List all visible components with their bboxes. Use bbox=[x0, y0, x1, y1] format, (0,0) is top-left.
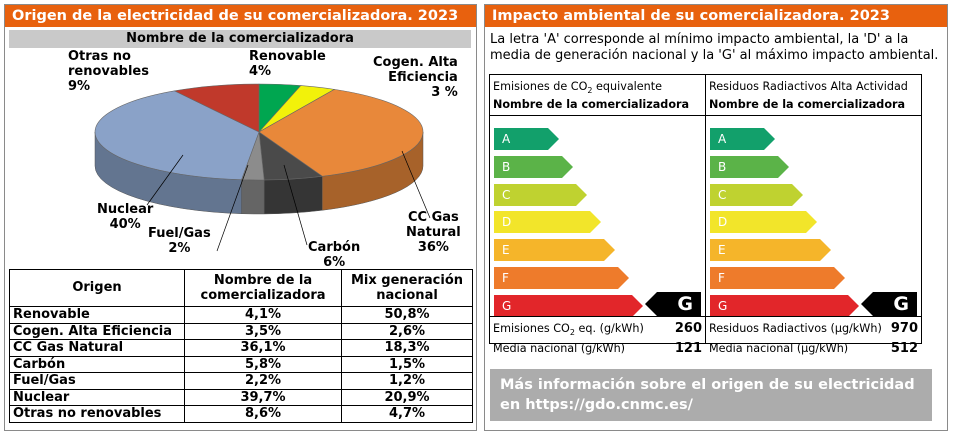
pie-label-carbon: Carbón 6% bbox=[308, 240, 361, 270]
table-row: Renovable 4,1% 50,8% bbox=[9, 306, 473, 324]
pie-label-cogen: Cogen. Alta Eficiencia 3 % bbox=[373, 55, 458, 100]
origin-cell: Cogen. Alta Eficiencia bbox=[9, 322, 185, 340]
table-row: Otras no renovables 8,6% 4,7% bbox=[9, 405, 473, 423]
national-mix-cell: 18,3% bbox=[341, 339, 473, 357]
rad-bar-c: C bbox=[710, 183, 803, 206]
national-mix-cell: 50,8% bbox=[341, 306, 473, 324]
co2-bar-b: B bbox=[494, 155, 573, 178]
rad-title: Residuos Radiactivos Alta Actividad bbox=[709, 80, 908, 93]
co2-bar-f: F bbox=[494, 267, 629, 289]
col-origen: Origen bbox=[9, 269, 185, 307]
table-header-row: Origen Nombre de la comercializadora Mix… bbox=[9, 269, 473, 307]
origin-title: Origen de la electricidad de su comercia… bbox=[5, 5, 476, 27]
retailer-share-cell: 4,1% bbox=[184, 306, 342, 324]
pie-side-4 bbox=[241, 179, 265, 215]
pie-label-otras: Otras no renovables 9% bbox=[68, 49, 149, 94]
rad-rating-marker: G bbox=[861, 292, 917, 316]
rad-values: Residuos Radiactivos (µg/kWh) 970 Media n… bbox=[706, 316, 921, 356]
pie-label-renovable: Renovable 4% bbox=[249, 49, 326, 79]
co2-national-row: Media nacional (g/kWh) 121 bbox=[493, 341, 702, 356]
origin-cell: Renovable bbox=[9, 306, 185, 324]
co2-rating-marker: G bbox=[645, 292, 701, 316]
pie-leader-3 bbox=[283, 164, 308, 246]
pie-slice-2 bbox=[258, 89, 424, 177]
pie-slice-6 bbox=[173, 83, 260, 133]
rad-national-value: 512 bbox=[890, 341, 918, 356]
pie-label-ccgas: CC Gas Natural 36% bbox=[406, 210, 461, 255]
national-mix-cell: 1,5% bbox=[341, 355, 473, 373]
table-row: Cogen. Alta Eficiencia 3,5% 2,6% bbox=[9, 322, 473, 340]
col-mix-nacional: Mix generación nacional bbox=[341, 269, 473, 307]
rad-bar-b: B bbox=[710, 155, 789, 178]
rad-residue-row: Residuos Radiactivos (µg/kWh) 970 bbox=[709, 321, 918, 336]
retailer-share-cell: 5,8% bbox=[184, 355, 342, 373]
pie-chart bbox=[94, 83, 431, 252]
rad-residue-value: 970 bbox=[890, 321, 918, 336]
retailer-share-cell: 8,6% bbox=[184, 405, 342, 423]
national-mix-cell: 20,9% bbox=[341, 388, 473, 406]
co2-bar-g: G bbox=[494, 294, 643, 317]
impact-title: Impacto ambiental de su comercializadora… bbox=[485, 5, 947, 27]
table-row: Fuel/Gas 2,2% 1,2% bbox=[9, 372, 473, 390]
co2-subtitle: Nombre de la comercializadora bbox=[493, 98, 690, 111]
origin-cell: Carbón bbox=[9, 355, 185, 373]
impact-panel: Impacto ambiental de su comercializadora… bbox=[484, 4, 948, 431]
retailer-share-cell: 2,2% bbox=[184, 372, 342, 390]
co2-national-value: 121 bbox=[674, 341, 702, 356]
pie-label-nuclear: Nuclear 40% bbox=[97, 202, 154, 232]
pie-leader-5 bbox=[146, 154, 184, 206]
impact-intro: La letra 'A' corresponde al mínimo impac… bbox=[490, 32, 939, 63]
retailer-share-cell: 3,5% bbox=[184, 322, 342, 340]
retailer-share-cell: 36,1% bbox=[184, 339, 342, 357]
more-info-link[interactable]: Más información sobre el origen de su el… bbox=[490, 369, 932, 421]
rad-bar-e: E bbox=[710, 239, 831, 262]
col-comercializadora: Nombre de la comercializadora bbox=[184, 269, 342, 307]
table-row: Nuclear 39,7% 20,9% bbox=[9, 388, 473, 406]
table-row: CC Gas Natural 36,1% 18,3% bbox=[9, 339, 473, 357]
co2-rating-box: Emisiones de CO2 equivalente Nombre de l… bbox=[489, 74, 706, 356]
origin-cell: Otras no renovables bbox=[9, 405, 185, 423]
retailer-share-cell: 39,7% bbox=[184, 388, 342, 406]
pie-leader-4 bbox=[216, 164, 249, 252]
national-mix-cell: 1,2% bbox=[341, 372, 473, 390]
national-mix-cell: 2,6% bbox=[341, 322, 473, 340]
origin-cell: Nuclear bbox=[9, 388, 185, 406]
rad-bar-f: F bbox=[710, 267, 845, 289]
co2-bar-d: D bbox=[494, 211, 601, 234]
co2-bar-c: C bbox=[494, 183, 587, 206]
pie-label-fuelgas: Fuel/Gas 2% bbox=[148, 226, 211, 256]
radioactive-rating-box: Residuos Radiactivos Alta Actividad Nomb… bbox=[705, 74, 922, 356]
origin-table: Origen Nombre de la comercializadora Mix… bbox=[9, 269, 473, 423]
origin-cell: CC Gas Natural bbox=[9, 339, 185, 357]
co2-bar-e: E bbox=[494, 239, 615, 262]
rad-bar-a: A bbox=[710, 128, 775, 150]
co2-values: Emisiones CO2 eq. (g/kWh) 260 Media nacio… bbox=[490, 316, 705, 356]
co2-title: Emisiones de CO2 equivalente bbox=[493, 80, 663, 96]
table-row: Carbón 5,8% 1,5% bbox=[9, 355, 473, 373]
national-mix-cell: 4,7% bbox=[341, 405, 473, 423]
co2-bar-a: A bbox=[494, 128, 559, 150]
rad-bar-d: D bbox=[710, 211, 817, 234]
pie-leader-2 bbox=[401, 150, 431, 219]
pie-slice-5 bbox=[94, 90, 260, 181]
origin-cell: Fuel/Gas bbox=[9, 372, 185, 390]
co2-emissions-value: 260 bbox=[674, 321, 702, 336]
rad-national-row: Media nacional (µg/kWh) 512 bbox=[709, 341, 918, 356]
co2-emissions-row: Emisiones CO2 eq. (g/kWh) 260 bbox=[493, 321, 702, 338]
rad-subtitle: Nombre de la comercializadora bbox=[709, 98, 906, 111]
rad-bar-g: G bbox=[710, 294, 859, 317]
pie-header: Nombre de la comercializadora bbox=[9, 30, 471, 48]
pie-side-3 bbox=[263, 176, 323, 215]
origin-panel: Origen de la electricidad de su comercia… bbox=[4, 4, 477, 431]
